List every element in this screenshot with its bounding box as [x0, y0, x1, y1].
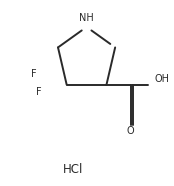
Text: O: O [127, 126, 135, 136]
Text: F: F [36, 87, 42, 97]
Text: OH: OH [155, 74, 170, 84]
Text: F: F [31, 69, 37, 79]
Text: HCl: HCl [62, 163, 83, 176]
Text: NH: NH [79, 13, 94, 23]
